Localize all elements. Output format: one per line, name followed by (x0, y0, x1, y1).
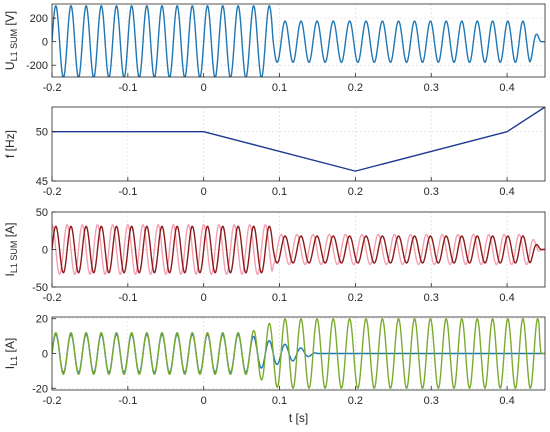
y-tick-label: 50 (36, 127, 48, 139)
x-tick-label: 0.2 (348, 186, 363, 198)
y-tick-label: 0 (42, 37, 48, 49)
x-tick-label: 0.4 (499, 395, 514, 407)
y-tick-label: 200 (30, 13, 48, 25)
x-tick-label: 0.3 (424, 292, 439, 304)
series-line-1 (52, 5, 545, 77)
series-line-2 (52, 318, 545, 389)
y-tick-label: 0 (42, 349, 48, 361)
y-tick-label: 50 (36, 207, 48, 219)
y-tick-label: 0 (42, 245, 48, 257)
x-tick-label: 0 (201, 395, 207, 407)
x-tick-label: 0.1 (272, 395, 287, 407)
y-axis-label: IL1 SUM [A] (3, 223, 19, 277)
y-tick-label: -50 (32, 282, 48, 294)
y-axis-label: IL1 [A] (3, 338, 19, 369)
x-tick-label: 0.4 (499, 82, 514, 94)
series-line-1 (52, 224, 545, 275)
y-tick-label: -200 (26, 60, 48, 72)
panel-4: -0.2 -0.1 0 0.1 0.2 0.3 0.4 20 0 -20 IL1 [A] t [s] (3, 314, 546, 425)
y-tick-label: 20 (36, 314, 48, 326)
x-tick-label: 0.1 (272, 82, 287, 94)
series-line-2 (52, 225, 545, 274)
x-tick-label: 0.3 (424, 395, 439, 407)
x-tick-label: -0.1 (118, 292, 137, 304)
x-tick-label: 0.4 (499, 292, 514, 304)
x-tick-label: 0 (201, 82, 207, 94)
x-tick-label: 0.3 (424, 82, 439, 94)
panel-2: -0.2 -0.1 0 0.1 0.2 0.3 0.4 50 45 f [Hz] (3, 106, 546, 198)
x-tick-label: 0.2 (348, 395, 363, 407)
x-tick-label: -0.1 (118, 82, 137, 94)
x-tick-label: 0.3 (424, 186, 439, 198)
series-line-1 (52, 107, 545, 172)
x-tick-label: 0.1 (272, 292, 287, 304)
panel-1: -0.2 -0.1 0 0.1 0.2 0.3 0.4 200 0 -200 UL1 SUM [V] (3, 3, 546, 94)
x-tick-label: 0.2 (348, 82, 363, 94)
x-tick-label: -0.1 (118, 395, 137, 407)
axes-box (51, 106, 546, 182)
x-tick-label: 0.2 (348, 292, 363, 304)
y-tick-label: 45 (36, 176, 48, 188)
x-axis-label: t [s] (289, 411, 308, 425)
y-axis-label: UL1 SUM [V] (3, 11, 19, 70)
y-tick-label: -20 (32, 383, 48, 395)
x-tick-label: -0.1 (118, 186, 137, 198)
panel-3: -0.2 -0.1 0 0.1 0.2 0.3 0.4 50 0 -50 IL1 SUM [A] (3, 207, 546, 304)
x-tick-label: 0 (201, 292, 207, 304)
x-tick-label: -0.2 (43, 395, 62, 407)
x-tick-label: -0.2 (43, 82, 62, 94)
x-tick-label: 0.4 (499, 186, 514, 198)
x-tick-label: 0 (201, 186, 207, 198)
x-tick-label: 0.1 (272, 186, 287, 198)
x-tick-label: -0.2 (43, 186, 62, 198)
axes-box (51, 3, 546, 78)
x-tick-label: -0.2 (43, 292, 62, 304)
y-axis-label: f [Hz] (3, 130, 17, 158)
